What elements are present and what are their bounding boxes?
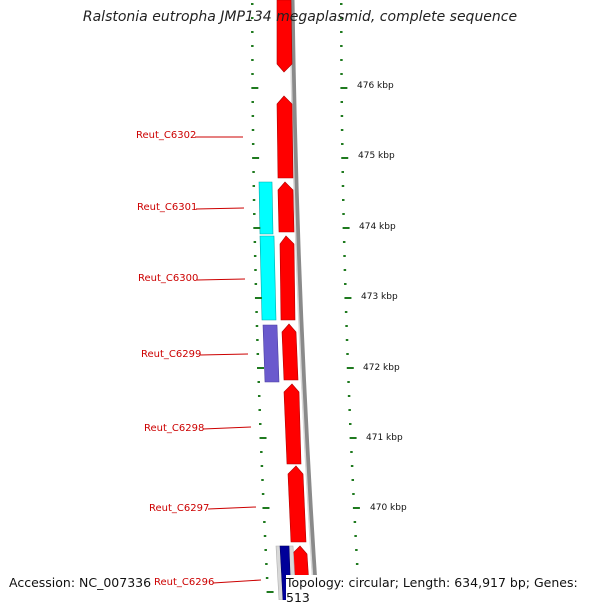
- leader-line-reut-c6301: [195, 207, 245, 210]
- gene-label-reut-c6302[interactable]: Reut_C6302: [136, 130, 197, 141]
- gene-arrow-reut-c6297[interactable]: [287, 465, 307, 543]
- leader-line-reut-c6296: [212, 579, 262, 584]
- gene-label-reut-c6297[interactable]: Reut_C6297: [149, 503, 210, 514]
- leader-line-reut-c6299: [199, 353, 249, 356]
- gene-block-reut-c6300[interactable]: [259, 235, 277, 321]
- gene-arrow-reut-c6300[interactable]: [279, 235, 296, 321]
- gene-arrow-reut-c6302[interactable]: [276, 95, 294, 179]
- kbp-label-473: 473 kbp: [361, 292, 398, 302]
- kbp-label-472: 472 kbp: [363, 363, 400, 373]
- kbp-label-474: 474 kbp: [359, 222, 396, 232]
- kbp-label-470: 470 kbp: [370, 503, 407, 513]
- gene-label-reut-c6300[interactable]: Reut_C6300: [138, 273, 199, 284]
- label-leader-lines: [195, 136, 262, 584]
- leader-line-reut-c6297: [207, 506, 257, 510]
- sequence-backbone-highlight: [289, 0, 315, 600]
- leader-line-reut-c6300: [196, 278, 246, 281]
- gene-label-reut-c6296[interactable]: Reut_C6296: [154, 577, 215, 588]
- gene-block-reut-c6301[interactable]: [258, 181, 274, 235]
- gene-label-reut-c6301[interactable]: Reut_C6301: [137, 202, 198, 213]
- leader-line-reut-c6298: [202, 426, 252, 430]
- kbp-label-471: 471 kbp: [366, 433, 403, 443]
- map-title: Ralstonia eutropha JMP134 megaplasmid, c…: [82, 9, 518, 25]
- gene-block-reut-c6299[interactable]: [262, 324, 280, 383]
- accession-text: Accession: NC_007336: [9, 575, 152, 590]
- left-tick-track: [251, 3, 274, 593]
- gene-arrow[interactable]: [276, 0, 293, 73]
- topology-text: Topology: circular; Length: 634,917 bp; …: [286, 575, 600, 605]
- gene-arrow-reut-c6299[interactable]: [281, 323, 299, 381]
- kbp-label-476: 476 kbp: [357, 81, 394, 91]
- gene-arrow-reut-c6298[interactable]: [283, 383, 302, 465]
- gene-arrow-reut-c6301[interactable]: [277, 181, 295, 233]
- sequence-backbone: [289, 0, 319, 600]
- gene-label-reut-c6298[interactable]: Reut_C6298: [144, 423, 205, 434]
- kbp-label-475: 475 kbp: [358, 151, 395, 161]
- gene-label-reut-c6299[interactable]: Reut_C6299: [141, 349, 202, 360]
